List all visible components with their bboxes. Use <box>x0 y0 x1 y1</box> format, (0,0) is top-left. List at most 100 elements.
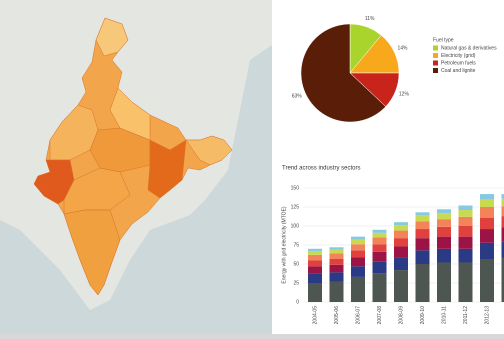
bar-segment <box>351 266 365 277</box>
pie-slice <box>300 23 387 123</box>
bar-segment <box>329 272 344 282</box>
region <box>95 17 129 57</box>
bar-segment <box>351 276 365 302</box>
region <box>147 139 187 199</box>
bar-segment <box>394 270 408 302</box>
bar-segment <box>480 199 494 207</box>
bar-segment <box>480 229 494 243</box>
bar-segment <box>415 250 430 264</box>
bar-segment <box>480 242 494 260</box>
bar-segment <box>437 209 451 214</box>
bar-segment <box>458 210 473 217</box>
bar-segment <box>329 249 344 254</box>
bar-segment <box>415 238 430 251</box>
bar-segment <box>480 217 494 230</box>
bar-segment <box>501 241 504 258</box>
chart-title: Trend across industry sectors <box>282 166 360 172</box>
bar-segment <box>394 225 408 231</box>
bar-segment <box>415 264 430 302</box>
bar-segment <box>351 250 365 258</box>
x-tick-label: 2010-11 <box>441 306 447 324</box>
y-tick-label: 150 <box>291 185 300 191</box>
bar-segment <box>351 239 365 245</box>
bar-segment <box>501 198 504 207</box>
region <box>63 209 121 296</box>
bar-segment <box>501 227 504 242</box>
bar-segment <box>308 260 322 267</box>
bar-segment <box>308 248 322 252</box>
bar-segment <box>394 246 408 258</box>
bar-segment <box>437 219 451 227</box>
legend-swatch <box>433 68 438 73</box>
x-tick-label: 2011-12 <box>463 306 469 324</box>
bar-segment <box>394 257 408 271</box>
bar-segment <box>372 273 387 302</box>
bar-segment <box>458 236 473 249</box>
legend-swatch <box>433 60 438 66</box>
legend-label: Electricity (grid) <box>441 53 476 59</box>
bar-segment <box>329 258 344 265</box>
bar-segment <box>480 207 494 218</box>
region <box>185 135 233 166</box>
bar-segment <box>458 262 473 302</box>
bar-segment <box>437 262 451 302</box>
x-tick-label: 2008-09 <box>398 306 404 325</box>
y-tick-label: 0 <box>296 299 299 305</box>
bar-segment <box>437 236 451 249</box>
slice-label: 14% <box>397 46 408 52</box>
bar-segment <box>501 216 504 228</box>
bar-segment <box>501 257 504 302</box>
y-tick-label: 25 <box>293 280 299 286</box>
y-tick-label: 100 <box>291 223 300 229</box>
bar-segment <box>415 215 430 222</box>
legend-swatch <box>433 53 438 58</box>
bar-segment <box>458 205 473 211</box>
footer-bar <box>0 334 504 339</box>
bar-segment <box>394 230 408 239</box>
bar-segment <box>329 264 344 273</box>
bar-segment <box>372 229 387 233</box>
x-tick-label: 2007-08 <box>377 306 383 325</box>
slice-label: 11% <box>365 16 375 22</box>
x-tick-label: 2005-06 <box>334 306 340 325</box>
bar-segment <box>415 229 430 239</box>
y-axis-label: Energy with grid electricity (MTOE) <box>281 206 287 283</box>
bar-segment <box>501 206 504 217</box>
bar-segment <box>308 283 322 302</box>
bar-segment <box>480 259 494 302</box>
bar-segment <box>458 248 473 263</box>
bar-segment <box>501 194 504 199</box>
bar-segment <box>437 213 451 220</box>
bar-segment <box>372 237 387 245</box>
slice-label: 63% <box>292 93 303 99</box>
bar-segment <box>372 244 387 252</box>
bar-segment <box>329 281 344 302</box>
india-map <box>33 17 233 296</box>
y-tick-label: 75 <box>293 242 299 248</box>
legend-swatch <box>433 45 438 51</box>
bar-segment <box>480 194 494 200</box>
bar-segment <box>329 247 344 250</box>
bar-segment <box>308 273 322 283</box>
legend-label: Petroleum fuels <box>441 60 476 66</box>
bar-segment <box>394 222 408 226</box>
x-tick-label: 2009-10 <box>420 306 426 325</box>
bar-segment <box>308 254 322 261</box>
bar-segment <box>372 232 387 238</box>
bar-segment <box>437 226 451 237</box>
bar-segment <box>372 261 387 274</box>
bar-segment <box>351 257 365 267</box>
y-tick-label: 125 <box>291 204 300 210</box>
bar-segment <box>415 221 430 230</box>
legend-title: Fuel type <box>433 37 454 43</box>
bar-segment <box>308 251 322 255</box>
bar-segment <box>437 248 451 263</box>
bar-segment <box>308 266 322 274</box>
y-tick-label: 50 <box>293 261 299 267</box>
bar-segment <box>415 212 430 216</box>
x-tick-label: 2012-13 <box>484 306 490 325</box>
x-tick-label: 2004-05 <box>312 306 318 325</box>
legend-label: Natural gas & derivatives <box>441 45 497 51</box>
